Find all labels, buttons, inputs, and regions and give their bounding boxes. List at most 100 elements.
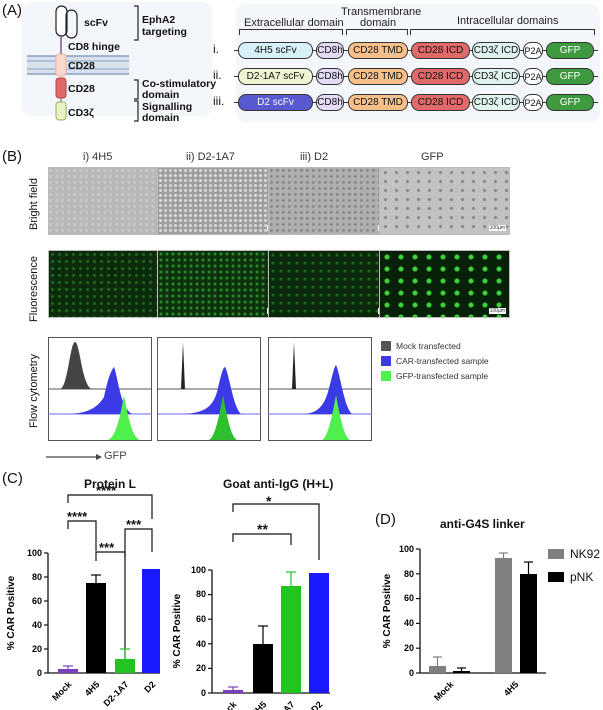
cd3z-segment: CD3ζ ICD [472, 94, 520, 111]
extracellular-header: Extracellular domain [244, 17, 344, 29]
tmd-segment: CD28 TMD [348, 68, 408, 85]
scfv-segment: 4H5 scFv [238, 42, 313, 59]
epha2-annotation-2: targeting [142, 26, 187, 38]
svg-text:0: 0 [409, 668, 414, 678]
panel-c-label: (C) [2, 470, 23, 487]
flow-cytometry-histograms [48, 337, 372, 441]
svg-text:40: 40 [196, 639, 206, 649]
bright-field-image-gfp: 100µm [379, 167, 510, 235]
sig-mock-d2-1a7-goat: ** [257, 521, 268, 537]
legend-swatch-mock [381, 341, 391, 351]
panel-b-label: (B) [2, 148, 22, 165]
epha2-annotation-1: EphA2 [142, 14, 176, 26]
gfp-axis-label: GFP [104, 450, 127, 462]
intracellular-header: Intracellular domains [457, 15, 559, 27]
svg-text:D2: D2 [309, 699, 324, 710]
scfv-segment: D2-1A7 scFv [238, 68, 313, 85]
svg-text:0: 0 [37, 668, 42, 678]
construct-row-num: iii. [213, 94, 225, 108]
svg-text:80: 80 [404, 569, 414, 579]
scale-bar: 100µm [488, 308, 506, 314]
svg-text:100: 100 [191, 565, 206, 575]
svg-text:20: 20 [404, 643, 414, 653]
cd3z-segment: CD3ζ ICD [472, 42, 520, 59]
svg-text:60: 60 [196, 614, 206, 624]
svg-text:Mock: Mock [215, 699, 239, 710]
tmd-segment: CD28 TMD [348, 94, 408, 111]
svg-text:D2: D2 [142, 679, 157, 694]
row-label-flow-cytometry: Flow cytometry [28, 354, 40, 428]
legend-swatch-gfp [381, 371, 391, 381]
svg-text:4H5: 4H5 [250, 699, 269, 710]
svg-text:60: 60 [404, 593, 414, 603]
row-label-bright-field: Bright field [28, 178, 40, 230]
p2a-segment: P2A [523, 42, 543, 59]
legend-label-mock: Mock transfected [396, 341, 461, 351]
transmembrane-bracket [346, 29, 408, 35]
chart-title-goat: Goat anti-IgG (H+L) [223, 477, 334, 491]
hinge-segment: CD8h [316, 94, 344, 111]
transmembrane-header-2: domain [360, 17, 397, 29]
svg-text:100: 100 [399, 544, 414, 554]
tmd-segment: CD28 TMD [348, 42, 408, 59]
panel-a-label: (A) [2, 2, 22, 19]
costim-annotation-2: domain [142, 89, 180, 101]
car-schematic-drawing [27, 5, 139, 122]
anti-g4s-chart: 100 80 60 40 20 0 % CAR Positive Mock 4H5 [382, 544, 564, 703]
column-title: i) 4H5 [83, 151, 113, 163]
legend-swatch-car [381, 356, 391, 366]
goat-anti-igg-chart: 100 80 60 40 20 0 % CAR Positive Mock 4H5 D2… [172, 503, 330, 710]
gfp-axis-arrow [46, 454, 102, 460]
p2a-segment: P2A [523, 68, 543, 85]
scfv-label: scFv [84, 17, 108, 29]
legend-label-gfp: GFP-transfected sample [396, 371, 489, 381]
icd-segment: CD28 ICD [411, 42, 470, 59]
svg-text:80: 80 [32, 572, 42, 582]
p2a-segment: P2A [523, 94, 543, 111]
svg-text:100: 100 [27, 548, 42, 558]
extracellular-bracket [239, 29, 343, 35]
construct-row-num: ii. [213, 68, 222, 82]
fluorescence-image-4h5: 100µm [48, 250, 179, 318]
signalling-annotation-1: Signalling [142, 101, 193, 113]
cd28-icd-label: CD28 [68, 83, 95, 95]
costim-annotation-1: Co-stimulatory [142, 78, 217, 90]
scfv-segment: D2 scFv [238, 94, 313, 111]
svg-text:20: 20 [32, 644, 42, 654]
row-label-fluorescence: Fluorescence [28, 255, 40, 322]
hinge-segment: CD8h [316, 68, 344, 85]
svg-text:Mock: Mock [50, 679, 74, 703]
legend-label-car: CAR-transfected sample [396, 356, 489, 366]
legend-label-nk92: NK92 [570, 547, 601, 561]
svg-text:% CAR Positive: % CAR Positive [382, 573, 393, 648]
column-title: iii) D2 [300, 151, 329, 163]
protein-l-chart: 100 80 60 40 20 0 % CAR Positive Mock 4H5 D2… [6, 494, 160, 708]
svg-text:80: 80 [196, 589, 206, 599]
scale-bar: 100µm [488, 225, 506, 231]
hinge-segment: CD8h [316, 42, 344, 59]
bright-field-image-4h5: 100µm [48, 167, 179, 235]
svg-text:40: 40 [32, 620, 42, 630]
svg-text:% CAR Positive: % CAR Positive [6, 575, 17, 650]
chart-title-g4s: anti-G4S linker [440, 517, 525, 531]
sig-4h5-d2-1a7: *** [99, 540, 115, 555]
cd28-tmd-label: CD28 [68, 60, 95, 72]
chart-title-protein-l: Protein L [84, 477, 137, 491]
column-title: ii) D2-1A7 [186, 151, 235, 163]
svg-text:D2-1A7: D2-1A7 [267, 699, 296, 710]
sig-mock-d2: **** [96, 483, 117, 498]
legend-label-pnk: pNK [570, 570, 594, 584]
cd3z-label: CD3ζ [68, 107, 94, 119]
svg-text:Mock: Mock [432, 679, 456, 703]
svg-text:40: 40 [404, 618, 414, 628]
gfp-segment: GFP [546, 68, 594, 85]
construct-row-num: i. [213, 42, 219, 56]
transmembrane-header-1: Transmembrane [341, 6, 422, 18]
sig-mock-d2-goat: * [266, 493, 272, 509]
svg-text:% CAR Positive: % CAR Positive [172, 593, 183, 668]
svg-text:D2-1A7: D2-1A7 [101, 679, 130, 708]
fluorescence-image-gfp: 100µm [379, 250, 510, 318]
cd3z-segment: CD3ζ ICD [472, 68, 520, 85]
gfp-segment: GFP [546, 94, 594, 111]
icd-segment: CD28 ICD [411, 94, 470, 111]
